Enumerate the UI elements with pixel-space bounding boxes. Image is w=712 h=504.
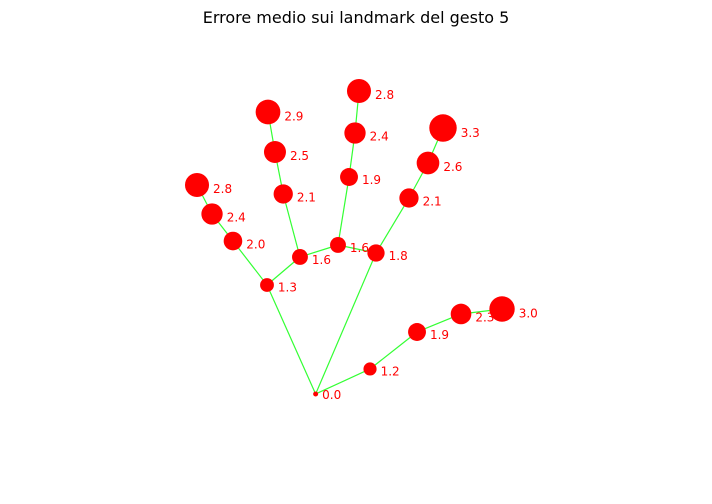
landmark-point-11	[344, 122, 366, 144]
landmark-label-7: 2.6	[443, 160, 462, 174]
landmark-point-8	[429, 114, 457, 142]
edge-0-17	[266, 284, 317, 395]
edge-9-10	[337, 176, 350, 246]
landmark-point-15	[263, 141, 286, 164]
chart-title: Errore medio sui landmark del gesto 5	[202, 8, 510, 27]
landmark-point-4	[489, 296, 515, 322]
landmark-point-6	[399, 188, 419, 208]
edge-13-14	[282, 193, 301, 258]
landmark-label-19: 2.4	[227, 211, 246, 225]
landmark-label-6: 2.1	[423, 194, 442, 208]
landmark-point-7	[416, 151, 440, 175]
edge-5-6	[375, 197, 410, 254]
landmark-point-10	[340, 168, 358, 186]
landmark-point-12	[346, 79, 372, 104]
landmark-point-17	[260, 278, 274, 292]
landmark-label-0: 0.0	[322, 388, 341, 402]
landmark-label-4: 3.0	[519, 306, 538, 320]
landmark-label-9: 1.6	[350, 241, 369, 255]
landmark-label-13: 1.6	[312, 253, 331, 267]
landmark-label-10: 1.9	[362, 173, 381, 187]
landmark-label-14: 2.1	[297, 190, 316, 204]
landmark-point-2	[408, 323, 426, 341]
landmark-label-8: 3.3	[461, 126, 480, 140]
landmark-point-19	[201, 203, 223, 225]
landmark-point-14	[273, 184, 293, 204]
landmark-label-16: 2.9	[284, 109, 303, 123]
landmark-point-13	[292, 249, 308, 265]
landmark-points	[184, 79, 515, 397]
landmark-labels: 0.0 1.2 1.9 2.3 3.0 1.8 2.1 2.6 3.3 1.6 1.9 2.4 2.8 1…	[213, 88, 538, 402]
landmark-point-9	[330, 237, 346, 253]
landmark-point-16	[255, 99, 281, 125]
landmark-point-1	[363, 362, 377, 376]
edge-0-5	[315, 252, 377, 395]
landmark-point-18	[223, 231, 243, 251]
edge-1-2	[369, 331, 418, 370]
landmark-label-2: 1.9	[430, 328, 449, 342]
landmark-label-1: 1.2	[381, 364, 400, 378]
landmark-point-0	[313, 391, 319, 397]
landmark-label-15: 2.5	[290, 149, 309, 163]
edge-0-1	[315, 368, 371, 395]
landmark-label-18: 2.0	[246, 237, 265, 251]
landmark-point-5	[367, 244, 385, 262]
landmark-label-3: 2.3	[475, 311, 494, 325]
landmark-label-20: 2.8	[213, 182, 232, 196]
landmark-point-20	[184, 172, 210, 198]
landmark-label-17: 1.3	[278, 280, 297, 294]
landmark-label-11: 2.4	[370, 130, 389, 144]
landmark-label-5: 1.8	[389, 249, 408, 263]
landmark-label-12: 2.8	[375, 88, 394, 102]
landmark-point-3	[450, 303, 472, 325]
